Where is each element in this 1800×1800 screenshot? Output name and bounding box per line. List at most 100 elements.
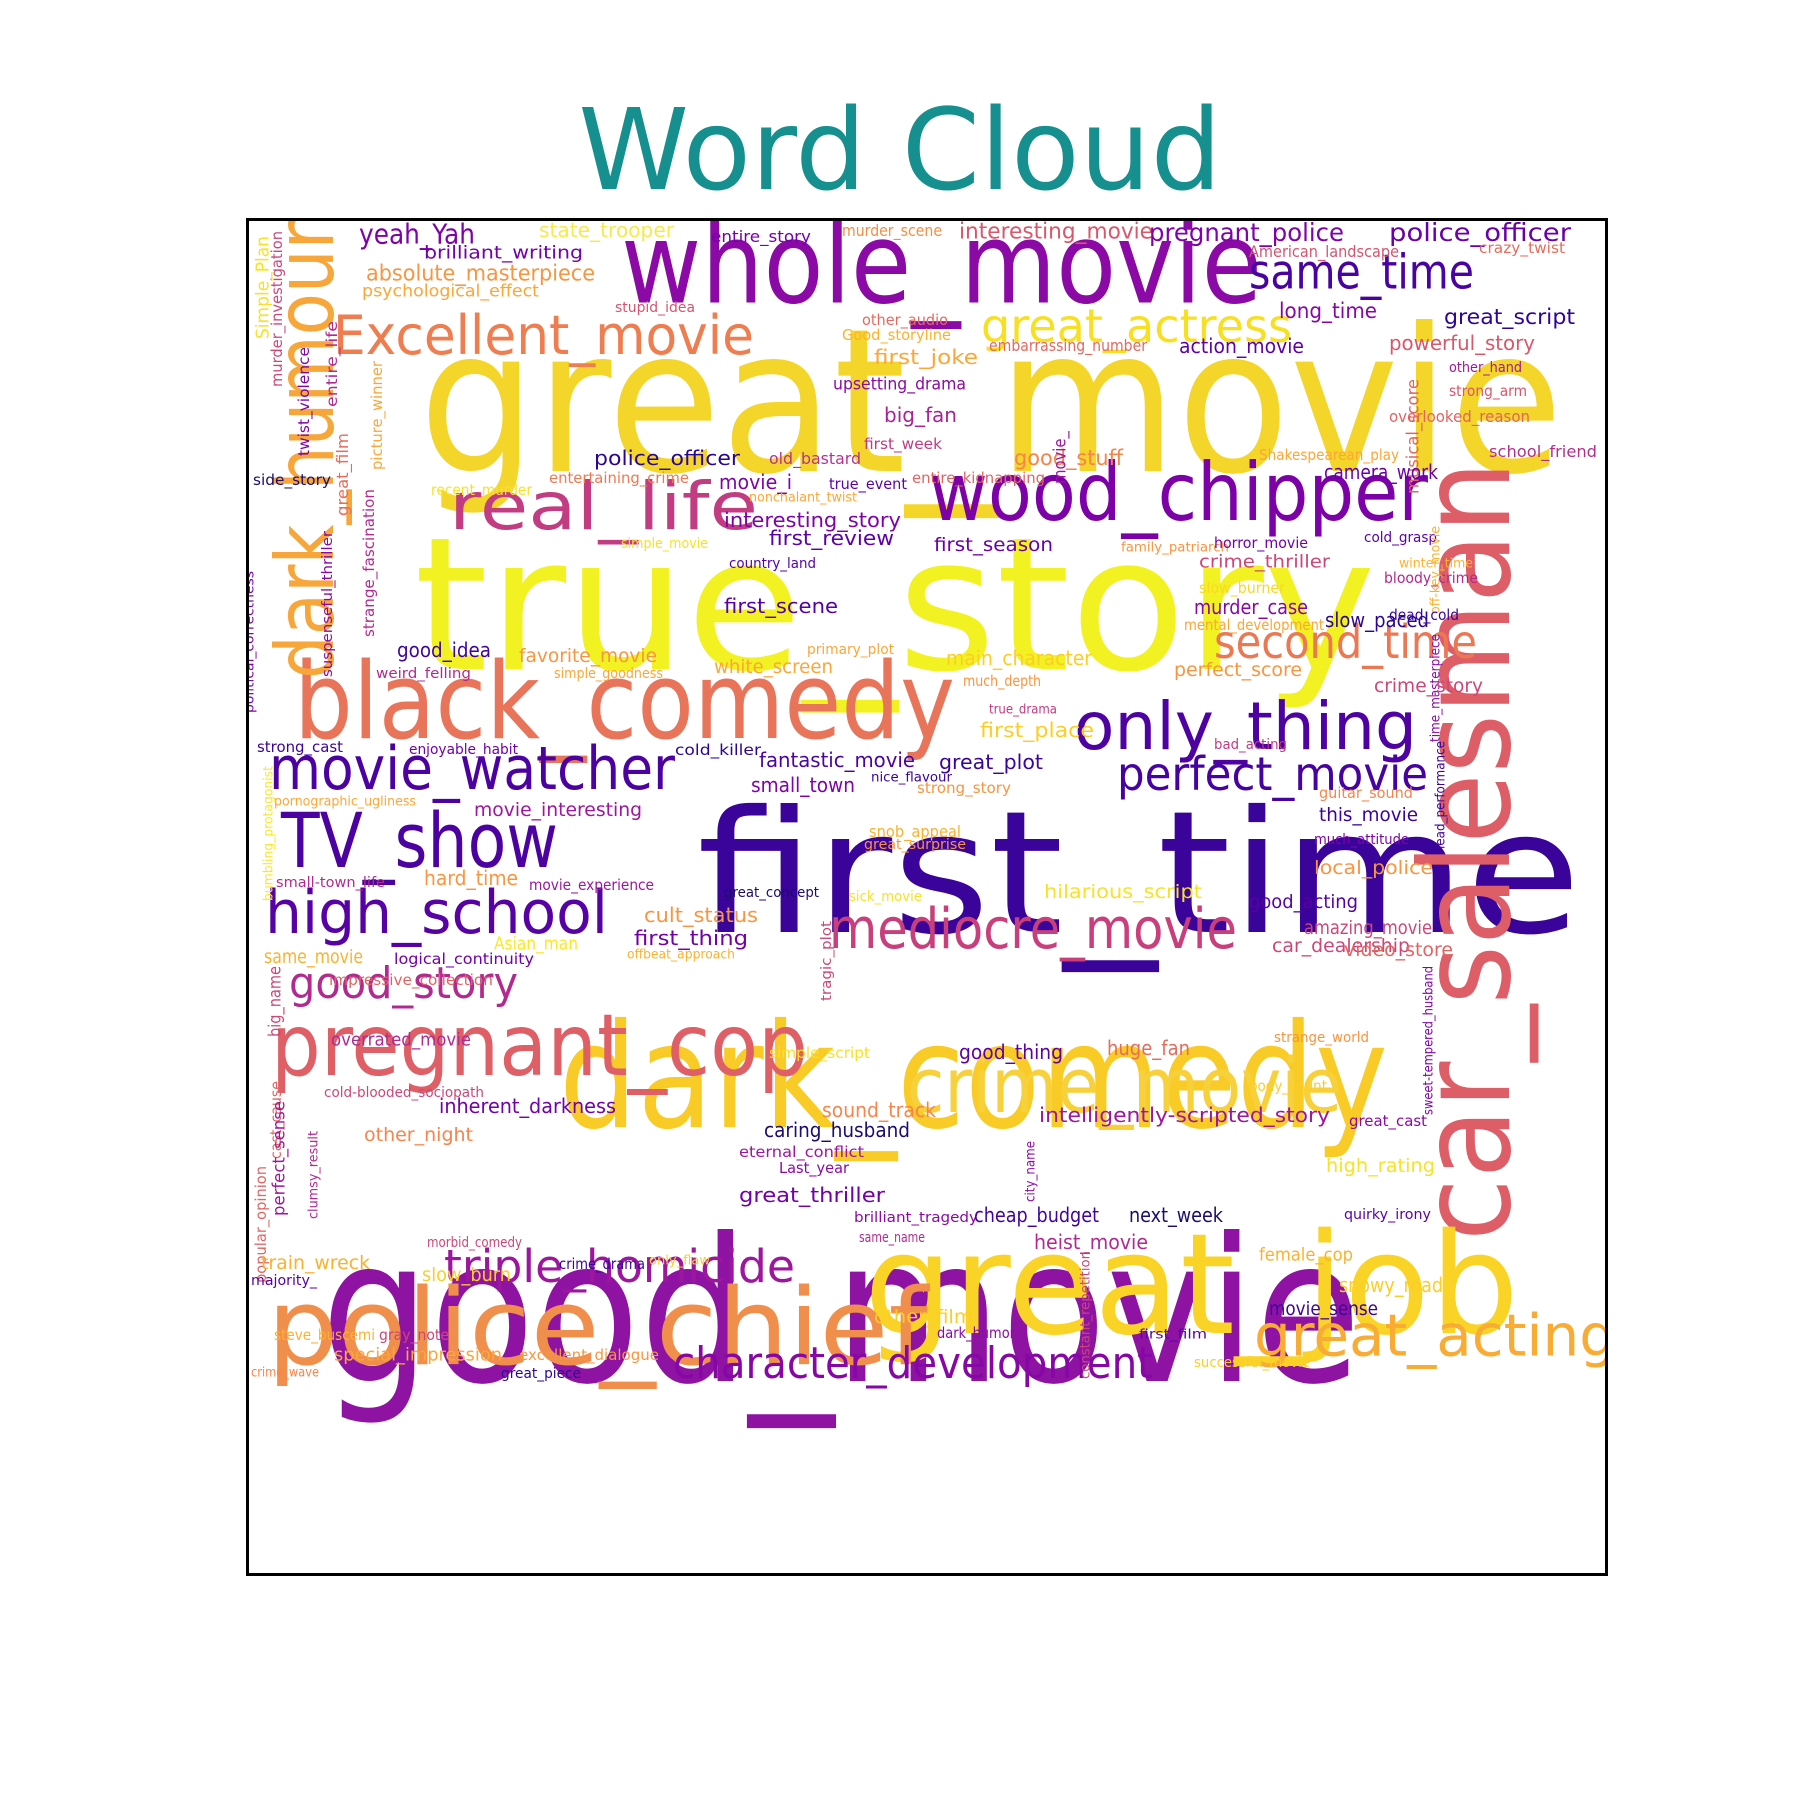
cloud-word: huge_fan [1107,1036,1190,1060]
cloud-word: popular_opinion [252,1166,271,1283]
cloud-word: Last_year [779,1159,850,1178]
cloud-word: true_story [414,497,1376,713]
cloud-word: absolute_masterpiece [366,262,595,287]
cloud-word: local_police [1314,857,1433,879]
cloud-word: guitar_sound [1319,784,1413,803]
cloud-word: big_name [266,966,286,1037]
cloud-word: pornographic_ugliness [274,794,416,809]
cloud-word: entire_kidnapping [912,469,1045,488]
cloud-word: morbid_comedy [427,1235,522,1251]
cloud-word: dark_humour [259,221,352,679]
cloud-word: upsetting_drama [833,375,966,395]
cloud-word: first_film [1139,1327,1207,1342]
cloud-word: movie_i [719,470,792,494]
cloud-word: murder_investigation [268,231,287,387]
cloud-word: first_joke [874,345,978,369]
cloud-word: interesting_story [724,508,901,532]
cloud-word: only_thing [1074,688,1417,765]
cloud-word: heist_movie [1034,1230,1148,1254]
cloud-word: high_rating [1326,1155,1435,1177]
cloud-word: first_review [769,526,894,550]
cloud-word: big_fan [884,403,957,427]
cloud-word: dead_cold [1389,606,1459,625]
cloud-word: body_count [1249,1077,1327,1096]
cloud-word: pregnant_police [1149,221,1344,247]
cloud-word: action_movie [1179,334,1304,358]
cloud-word: bloody_crime [1384,569,1478,588]
cloud-word: murder_case [1194,595,1308,619]
cloud-word: hilarious_script [1044,881,1202,903]
cloud-word: murder_scene [842,221,942,241]
cloud-word: first_week [864,435,942,454]
cloud-word: horror_movie [1214,534,1308,553]
cloud-word: quirky_irony [1344,1207,1431,1223]
cloud-word: TV_show [280,796,558,885]
cloud-word: logical_continuity [394,950,534,969]
cloud-word: great_cast [1349,1112,1427,1131]
cloud-word: school_friend [1489,442,1597,462]
cloud-word: movie_interesting [474,799,642,821]
cloud-word: sweet-tempered_husband [1421,966,1436,1115]
cloud-word: real_life [449,468,758,545]
cloud-word: great_piece [501,1366,581,1382]
cloud-word: interesting_movie [959,221,1153,245]
cloud-word: mediocre_movie [829,897,1237,962]
cloud-word: dark_comedy [559,993,1388,1162]
cloud-word: small_town [751,773,855,797]
cloud-word: cast_cause [267,1081,286,1159]
cloud-word: dark_humor [937,1324,1016,1343]
cloud-word: clumsy_result [306,1131,321,1219]
cloud-word: off-key_movie [1428,526,1443,614]
cloud-word: crime_story [1374,675,1483,697]
cloud-word: lead_performance [1433,741,1448,849]
cloud-word: simple_movie [621,536,708,552]
cloud-word: great_acting [1254,1301,1605,1369]
cloud-word: weird_felling [376,666,471,682]
cloud-word: snob_appeal [869,822,961,842]
cloud-word: car_dealership [1272,935,1410,957]
cloud-word: brilliant_writing [424,242,583,263]
cloud-word: next_week [1129,1203,1223,1227]
cloud-word: great_concept [724,885,819,901]
cloud-word: family_patriarch [1121,540,1229,555]
cloud-word: gray_note [379,1326,449,1345]
cloud-word: embarrassing_number [989,336,1147,356]
cloud-word: good_thing [959,1040,1063,1064]
cloud-word: bad_acting [1214,737,1287,753]
cloud-word: steve_buscemi [274,1326,375,1345]
cloud-word: police_officer [1389,221,1572,247]
cloud-word: crime_thriller [1199,551,1331,572]
cloud-word: great_thriller [739,1183,886,1207]
cloud-word: true_drama [989,702,1057,717]
cloud-word: side_story [253,471,331,490]
cloud-word: nonchalant_twist [749,490,857,505]
cloud-word: American_landscape [1249,242,1399,262]
cloud-word: Shakespearean_play [1259,446,1399,465]
cloud-word: movie_ [1051,431,1071,484]
cloud-word: strong_story [917,779,1011,798]
cloud-word: eternal_conflict [739,1143,864,1162]
cloud-word: first_thing [634,926,748,950]
cloud-word: slow_paced [1325,608,1429,632]
cloud-word: entire_story [711,227,811,247]
cloud-word: state_trooper [539,221,675,242]
cloud-word: constant_repetition [1078,1251,1093,1379]
cloud-word: crazy_twist [1479,239,1565,258]
cloud-word: strange_world [1274,1030,1369,1046]
cloud-word: intelligently-scripted_story [1039,1103,1330,1127]
cloud-word: strong_cast [257,738,343,757]
cloud-word: musical_score [1404,379,1424,494]
cloud-word: crime_drama [559,1255,645,1274]
cloud-word: time_masterpiece [1428,634,1443,742]
cloud-word: great_actress [981,299,1292,353]
cloud-word: simple_script [769,1044,870,1063]
cloud-word: movie_watcher [269,734,675,804]
cloud-word: offbeat_approach [627,947,735,962]
cloud-word: movie_sense [1269,1298,1378,1320]
cloud-word: overrated_movie [331,1029,471,1050]
word-cloud-frame: good_movie great_movie true_story first_tim… [246,218,1608,1576]
cloud-word: wood_chipper [929,446,1428,539]
cloud-word: great_film [333,433,353,516]
cloud-word: true_event [829,475,907,494]
cloud-word: first_place [980,718,1094,742]
